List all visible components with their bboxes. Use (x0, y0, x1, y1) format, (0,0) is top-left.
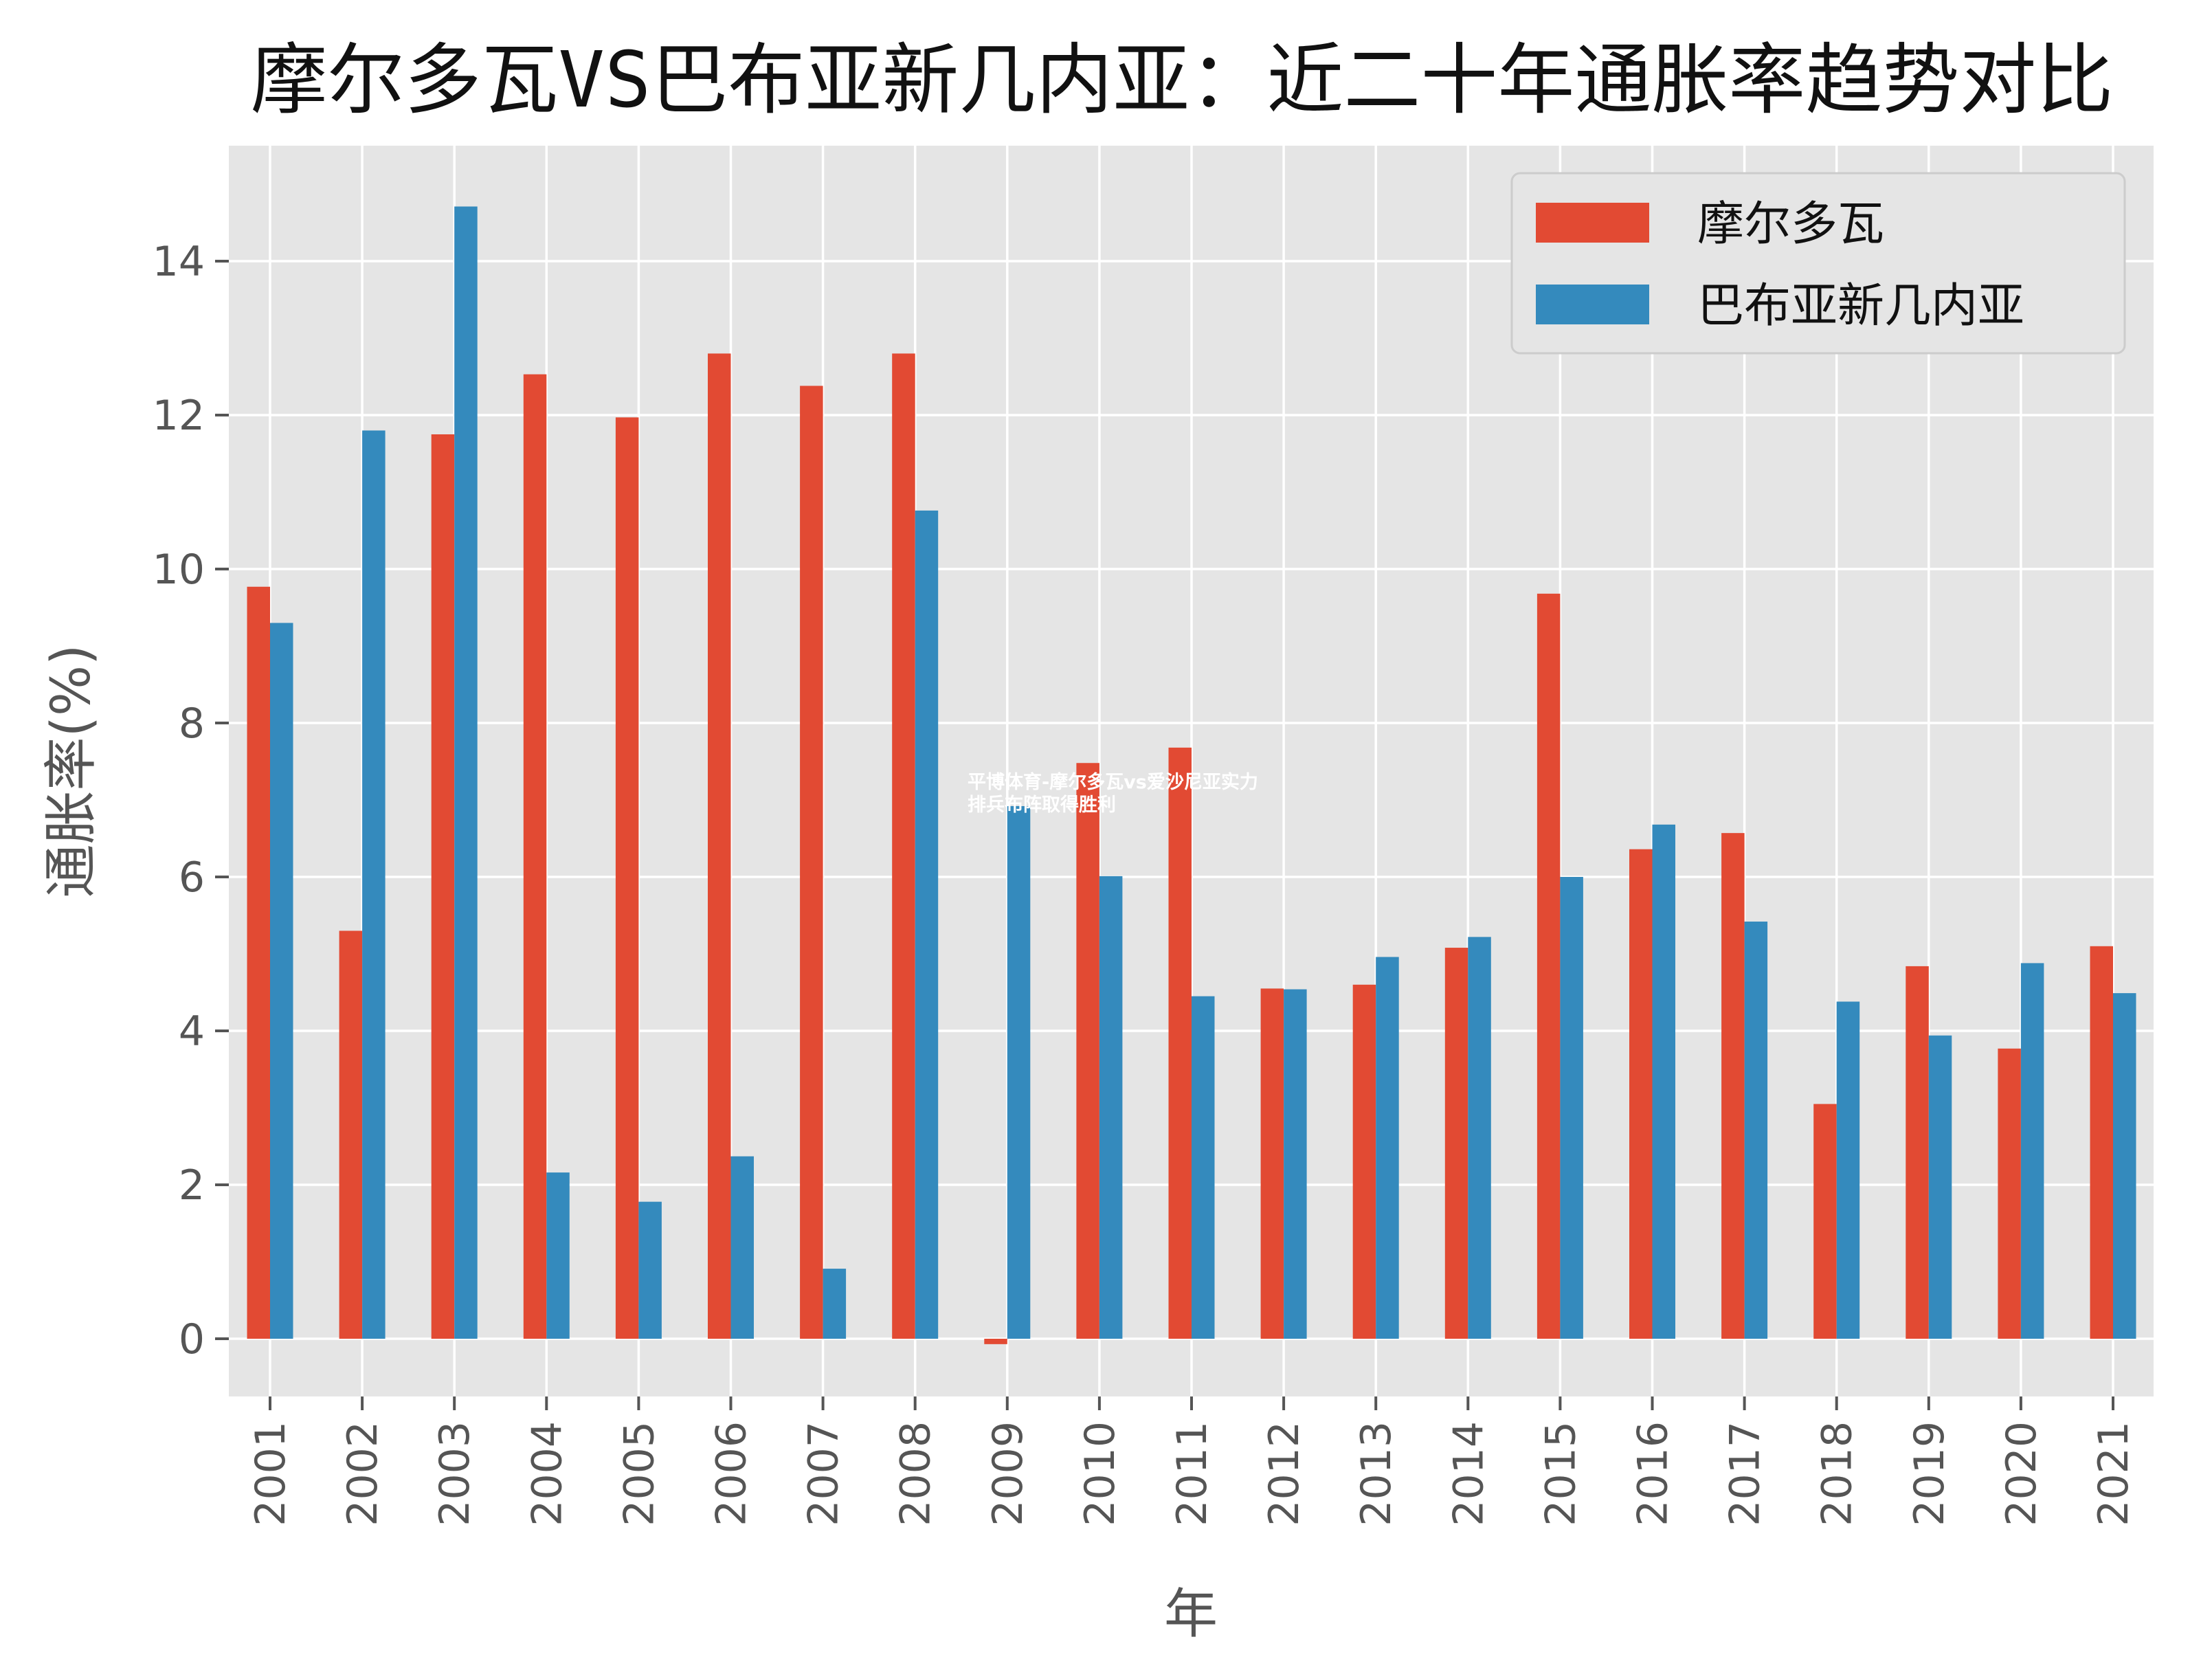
bar-moldova-2013 (1352, 984, 1376, 1339)
y-axis-label: 通胀率(%) (41, 645, 102, 898)
x-tick-label: 2019 (1906, 1421, 1954, 1526)
bars (247, 206, 2136, 1344)
x-axis-label: 年 (1164, 1583, 1218, 1645)
legend-label-moldova: 摩尔多瓦 (1697, 197, 1884, 252)
bar-moldova-2004 (523, 374, 547, 1339)
x-tick-label: 2009 (984, 1421, 1032, 1526)
chart-title: 摩尔多瓦VS巴布亚新几内亚：近二十年通胀率趋势对比 (251, 36, 2114, 125)
x-tick-label: 2018 (1813, 1421, 1862, 1526)
bar-moldova-2017 (1721, 833, 1745, 1339)
y-tick-label: 0 (179, 1315, 205, 1363)
bar-png-2009 (1007, 805, 1031, 1339)
bar-png-2018 (1836, 1001, 1860, 1339)
y-tick-label: 12 (153, 392, 205, 440)
bar-png-2007 (823, 1269, 847, 1339)
bar-png-2001 (270, 623, 293, 1339)
bar-moldova-2012 (1260, 988, 1284, 1339)
bar-moldova-2011 (1168, 747, 1192, 1339)
x-tick-label: 2005 (615, 1421, 663, 1526)
bar-png-2008 (915, 510, 939, 1339)
legend-box (1510, 172, 2126, 355)
bar-moldova-2002 (339, 931, 363, 1339)
x-tick-label: 2010 (1076, 1421, 1124, 1526)
bar-moldova-2019 (1906, 966, 1929, 1339)
x-tick-label: 2004 (523, 1421, 571, 1526)
y-tick-label: 8 (179, 700, 205, 748)
bar-png-2003 (454, 206, 478, 1339)
x-tick-label: 2021 (2090, 1421, 2138, 1526)
x-tick-label: 2015 (1537, 1421, 1585, 1526)
x-axis-ticks: 2001 2002 2003 2004 2005 2006 2007 2008 2009 2010… (247, 1396, 2138, 1526)
bar-moldova-2020 (1998, 1048, 2021, 1339)
watermark-text: 平博体育-摩尔多瓦vs爱沙尼亚实力排兵布阵取得胜利 (968, 772, 1258, 816)
bar-png-2017 (1744, 921, 1768, 1339)
x-tick-label: 2017 (1721, 1421, 1769, 1526)
bar-png-2004 (546, 1172, 570, 1339)
bar-png-2013 (1376, 957, 1399, 1339)
bar-png-2021 (2113, 993, 2136, 1339)
x-tick-label: 2002 (339, 1421, 387, 1526)
bar-png-2010 (1099, 876, 1123, 1339)
bar-png-2014 (1468, 937, 1491, 1339)
bar-png-2020 (2020, 963, 2044, 1339)
bar-moldova-2007 (800, 386, 823, 1339)
bar-moldova-2010 (1076, 763, 1099, 1339)
bar-moldova-2014 (1444, 948, 1468, 1339)
bar-moldova-2008 (892, 353, 915, 1339)
bar-moldova-2005 (615, 417, 639, 1339)
x-tick-label: 2007 (800, 1421, 848, 1526)
y-tick-label: 2 (179, 1161, 205, 1210)
x-tick-label: 2008 (892, 1421, 940, 1526)
x-tick-label: 2013 (1352, 1421, 1400, 1526)
bar-png-2012 (1284, 989, 1307, 1339)
bar-png-2011 (1192, 996, 1215, 1339)
y-tick-label: 4 (179, 1007, 205, 1056)
legend-swatch-png (1536, 285, 1649, 324)
bar-moldova-2009 (984, 1339, 1007, 1344)
x-tick-label: 2003 (431, 1421, 479, 1526)
x-tick-label: 2011 (1168, 1421, 1216, 1526)
x-tick-label: 2014 (1444, 1421, 1493, 1526)
x-tick-label: 2020 (1998, 1421, 2046, 1526)
x-tick-label: 2016 (1629, 1421, 1677, 1526)
x-tick-label: 2012 (1260, 1421, 1308, 1526)
y-axis-ticks: 0 2 4 6 8 10 12 14 (153, 238, 229, 1363)
legend-swatch-moldova (1536, 203, 1649, 243)
bar-png-2015 (1560, 877, 1583, 1339)
x-tick-label: 2006 (708, 1421, 756, 1526)
y-tick-label: 10 (153, 546, 205, 594)
bar-moldova-2003 (431, 434, 455, 1339)
bar-moldova-2015 (1537, 593, 1561, 1339)
bar-png-2019 (1928, 1035, 1952, 1339)
bar-moldova-2001 (247, 586, 270, 1339)
y-tick-label: 14 (153, 238, 205, 286)
y-tick-label: 6 (179, 854, 205, 902)
legend-label-png: 巴布亚新几内亚 (1697, 279, 2024, 333)
bar-png-2006 (730, 1156, 754, 1339)
x-tick-label: 2001 (247, 1421, 295, 1526)
bar-png-2002 (362, 430, 386, 1339)
bar-png-2005 (638, 1201, 662, 1339)
bar-moldova-2006 (708, 353, 731, 1339)
legend: 摩尔多瓦 巴布亚新几内亚 (1510, 172, 2126, 355)
bar-moldova-2018 (1813, 1104, 1837, 1339)
bar-moldova-2016 (1629, 849, 1653, 1339)
bar-moldova-2021 (2090, 946, 2113, 1339)
bar-png-2016 (1652, 824, 1675, 1339)
